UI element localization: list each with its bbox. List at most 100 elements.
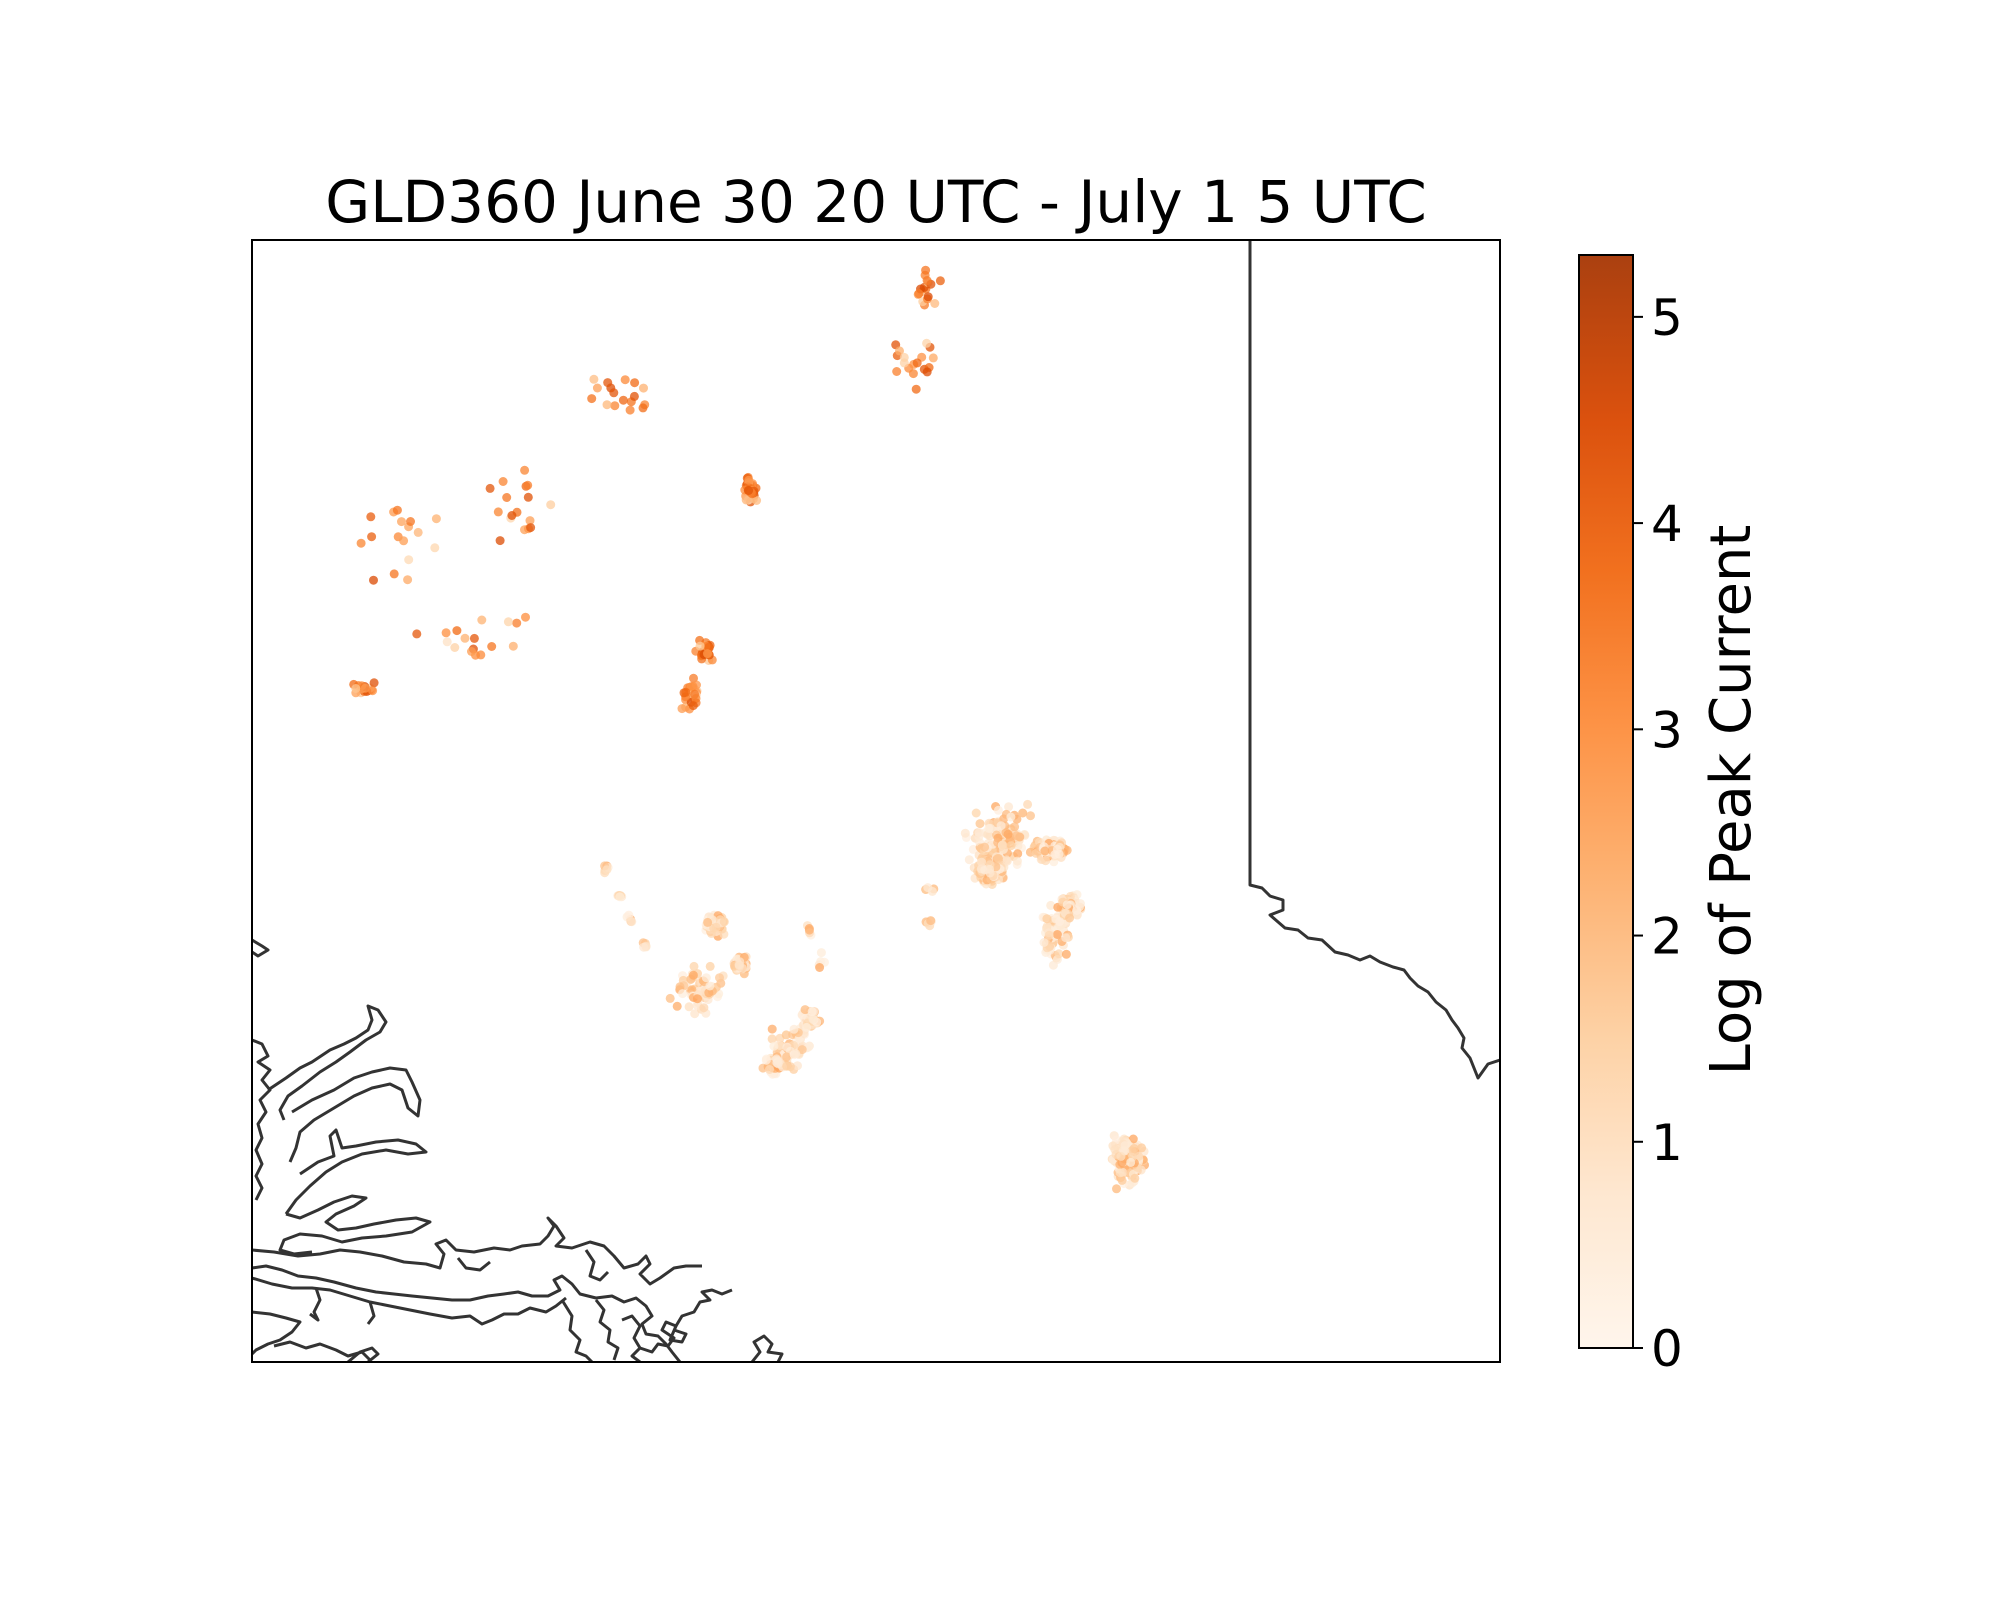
colorbar-tick-label: 1 [1651,1114,1683,1172]
lightning-point [589,374,599,384]
lightning-point [1041,856,1051,866]
lightning-point [356,538,366,548]
lightning-point [460,633,470,643]
lightning-point [1050,850,1060,859]
lightning-point [1006,841,1016,851]
lightning-point [800,1005,810,1015]
lightning-point [789,1024,799,1034]
lightning-point [692,994,702,1004]
lightning-point [928,353,938,363]
colorbar-tick-label: 5 [1651,289,1683,347]
coastline [252,938,784,1362]
lightning-point [688,970,698,980]
lightning-point [993,853,1003,863]
lightning-point [626,916,636,926]
lightning-point [1023,799,1033,809]
lightning-point [675,982,685,992]
lightning-point [1012,856,1022,866]
lightning-point [498,477,508,486]
colorbar-tick-label: 2 [1651,908,1683,966]
colorbar-tick-label: 0 [1651,1320,1683,1378]
lightning-point [495,536,505,546]
lightning-point [469,633,479,643]
lightning-point [761,1055,771,1065]
lightning-point [922,276,932,285]
lightning-point [797,1045,807,1055]
lightning-point [485,483,495,493]
lightning-point [816,948,826,958]
lightning-point [703,649,712,659]
lightning-point [1026,811,1035,821]
lightning-point [1046,900,1056,910]
lightning-point [684,1002,694,1012]
lightning-point [368,686,378,696]
lightning-point [630,378,640,388]
lightning-point [521,612,530,622]
lightning-point [744,486,754,495]
lightning-point [602,865,612,875]
lightning-point [672,1001,682,1011]
lightning-point [921,265,931,275]
lightning-point [638,403,648,413]
lightning-point [689,673,698,683]
chart-title: GLD360 June 30 20 UTC - July 1 5 UTC [325,168,1426,236]
lightning-point [609,388,619,398]
lightning-point [985,831,995,841]
lightning-point [930,299,940,308]
lightning-point [507,511,517,520]
lightning-point [911,384,921,394]
lightning-point [1130,1173,1140,1183]
lightning-point [690,689,700,699]
map-area [252,240,1500,1362]
lightning-point [392,505,402,515]
lightning-point [922,367,932,377]
lightning-point [1018,808,1028,818]
lightning-point [681,687,691,697]
lightning-point [960,828,970,838]
lightning-point [665,993,675,1003]
lightning-point [618,395,628,405]
lightning-point [895,346,904,356]
lightning-point [769,1041,779,1051]
lightning-point [996,821,1006,831]
lightning-point [705,981,715,991]
lightning-point [767,1024,777,1034]
lightning-point [1112,1184,1121,1194]
colorbar-ticks: 0 1 2 3 4 5 [1633,289,1683,1378]
lightning-point [367,532,377,542]
lightning-point [412,629,422,639]
colorbar-tick-label: 4 [1651,495,1683,553]
lightning-point [678,989,688,999]
lightning-point [413,527,423,537]
lightning-point [744,475,754,485]
colorbar-frame [1578,254,1634,1349]
lightning-point [1004,802,1014,812]
lightning-point [615,892,625,902]
lightning-point [523,492,533,502]
lightning-point [1065,913,1075,923]
lightning-point [1054,949,1064,959]
lightning-point [914,289,924,299]
lightning-point [603,378,613,388]
lightning-point [369,575,378,585]
lightning-point [985,868,995,878]
lightning-point [773,1059,783,1069]
lightning-point [793,1061,802,1071]
lightning-point [804,925,814,935]
lightning-point [699,1003,709,1013]
lightning-point [734,960,744,970]
lightning-point [1013,841,1023,851]
lightning-point [399,536,409,546]
lightning-point [1129,1144,1139,1153]
lightning-point [974,828,984,838]
lightning-point [808,1014,818,1024]
lightning-point [403,575,413,585]
lightning-point [1061,949,1071,959]
colorbar-tick-label: 3 [1651,701,1683,759]
lightning-point [1040,846,1050,856]
lightning-point [1126,1157,1136,1167]
lightning-point [389,569,399,579]
lightning-point [450,643,460,652]
lightning-point [781,1030,791,1040]
